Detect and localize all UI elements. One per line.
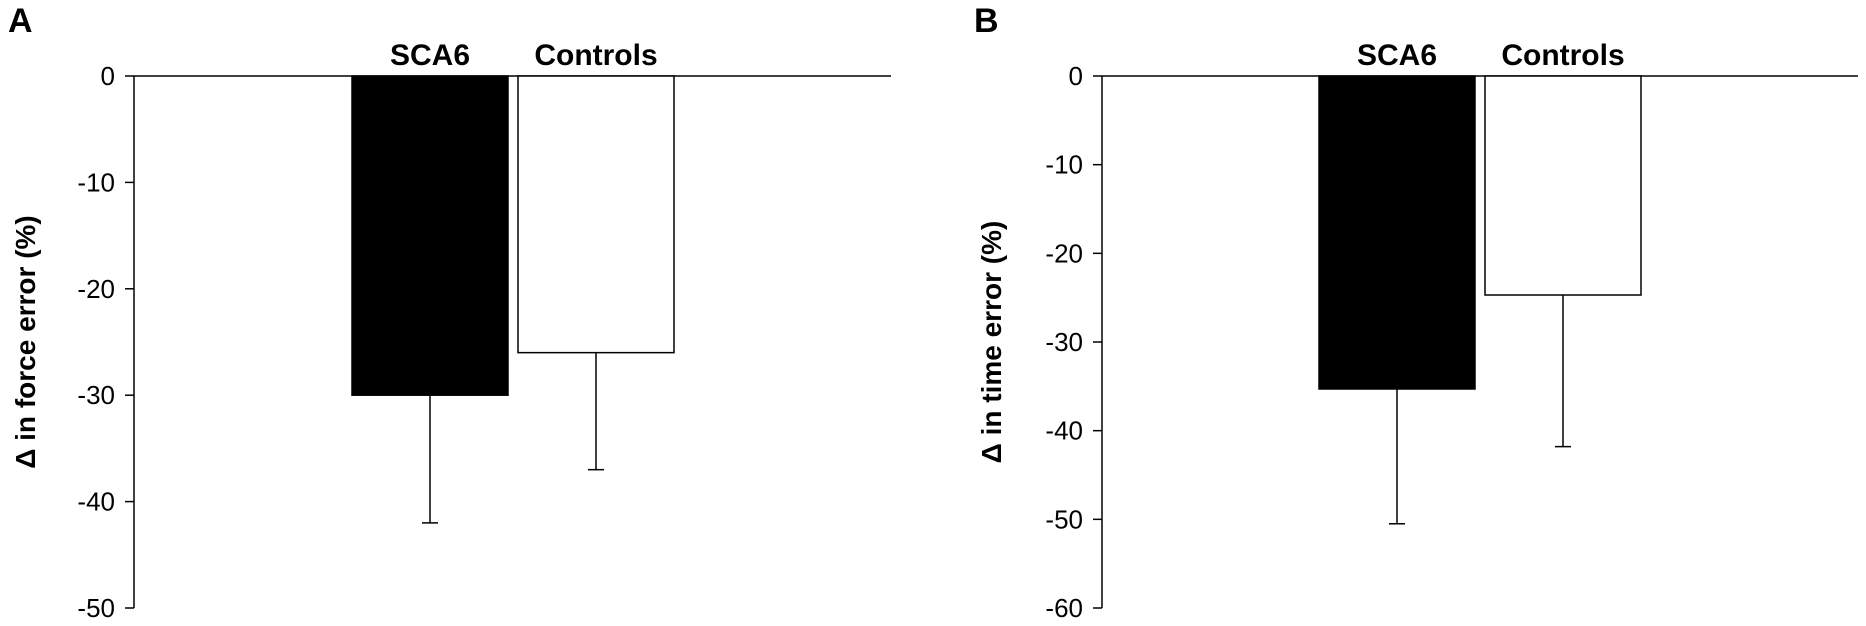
y-tick-label: -50 bbox=[1045, 504, 1083, 534]
category-label-sca6: SCA6 bbox=[1357, 39, 1437, 72]
panel-a: A 0 -10 -20 -30 -40 -50 Δ in force error (%) SCA… bbox=[8, 2, 891, 623]
y-tick-label: -30 bbox=[77, 380, 115, 410]
category-label-controls: Controls bbox=[534, 39, 657, 72]
y-tick-label: -60 bbox=[1045, 593, 1083, 623]
y-tick-label: 0 bbox=[1069, 61, 1083, 91]
bar-sca6 bbox=[351, 75, 509, 396]
y-tick-label: -40 bbox=[77, 487, 115, 517]
category-label-controls: Controls bbox=[1501, 39, 1624, 72]
y-tick-label: -30 bbox=[1045, 327, 1083, 357]
bar-controls bbox=[517, 75, 675, 354]
bar-sca6 bbox=[1318, 75, 1476, 390]
y-tick-label: -10 bbox=[77, 167, 115, 197]
y-tick-label: -10 bbox=[1045, 150, 1083, 180]
panel-b: B 0 -10 -20 -30 -40 -50 -60 Δ in time error (%) S… bbox=[974, 2, 1858, 623]
category-label-sca6: SCA6 bbox=[390, 39, 470, 72]
panel-label: A bbox=[8, 2, 33, 40]
y-axis-title: Δ in force error (%) bbox=[10, 215, 41, 469]
y-tick-label: -20 bbox=[77, 274, 115, 304]
bar-controls bbox=[1484, 75, 1642, 296]
y-tick-label: -40 bbox=[1045, 416, 1083, 446]
y-tick-label: -50 bbox=[77, 593, 115, 623]
y-tick-label: 0 bbox=[101, 61, 115, 91]
y-tick-label: -20 bbox=[1045, 238, 1083, 268]
y-axis-title: Δ in time error (%) bbox=[976, 221, 1007, 464]
panel-label: B bbox=[974, 2, 999, 40]
